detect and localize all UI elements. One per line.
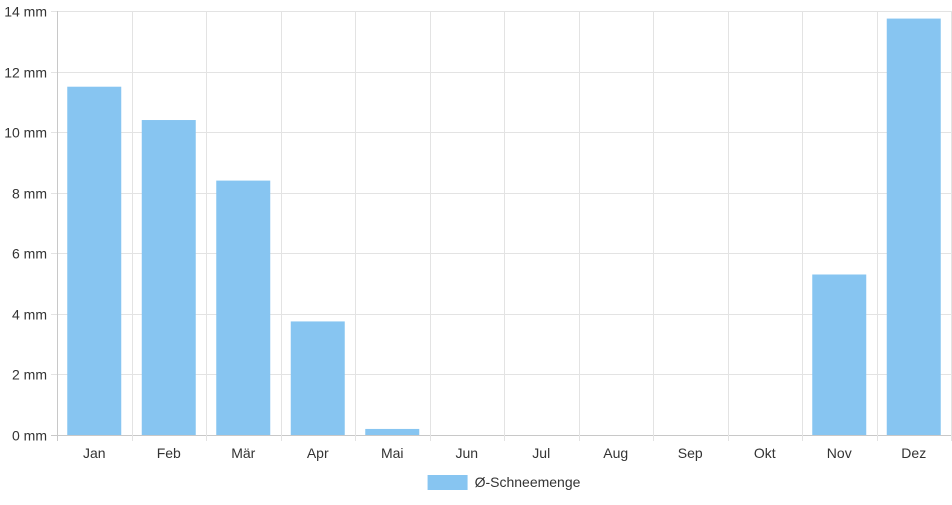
bar-apr[interactable]: [290, 321, 345, 435]
legend[interactable]: Ø-Schneemenge: [427, 474, 581, 490]
y-tick-label: 6 mm: [12, 246, 47, 262]
x-tick-label: Feb: [157, 445, 181, 461]
y-tick-label: 4 mm: [12, 307, 47, 323]
legend-swatch[interactable]: [427, 475, 468, 490]
bar-mär[interactable]: [216, 180, 271, 435]
bar-jan[interactable]: [67, 86, 122, 435]
legend-label[interactable]: Ø-Schneemenge: [475, 474, 581, 490]
x-axis-ticks: Jan Feb Mär Apr Mai Jun Jul Aug Sep Okt Nov Dez: [83, 445, 926, 461]
bar-feb[interactable]: [141, 120, 196, 436]
x-tick-label: Sep: [678, 445, 703, 461]
x-tick-label: Mär: [231, 445, 255, 461]
x-tick-label: Jan: [83, 445, 106, 461]
bar-dez[interactable]: [886, 18, 941, 435]
bar-mai[interactable]: [365, 428, 420, 435]
y-tick-label: 14 mm: [4, 4, 47, 20]
x-tick-label: Mai: [381, 445, 404, 461]
x-tick-label: Jul: [532, 445, 550, 461]
x-tick-label: Okt: [754, 445, 776, 461]
y-tick-label: 12 mm: [4, 65, 47, 81]
y-tick-label: 0 mm: [12, 428, 47, 444]
x-tick-label: Nov: [827, 445, 852, 461]
x-tick-label: Aug: [603, 445, 628, 461]
x-tick-label: Apr: [307, 445, 329, 461]
y-tick-label: 8 mm: [12, 186, 47, 202]
y-tick-label: 2 mm: [12, 367, 47, 383]
bars: [67, 18, 941, 436]
x-tick-label: Dez: [901, 445, 926, 461]
grid-lines: [51, 11, 952, 441]
y-axis-ticks: 0 mm 2 mm 4 mm 6 mm 8 mm 10 mm 12 mm 14 mm: [4, 4, 47, 444]
x-tick-label: Jun: [455, 445, 478, 461]
y-tick-label: 10 mm: [4, 125, 47, 141]
bar-nov[interactable]: [812, 274, 867, 435]
